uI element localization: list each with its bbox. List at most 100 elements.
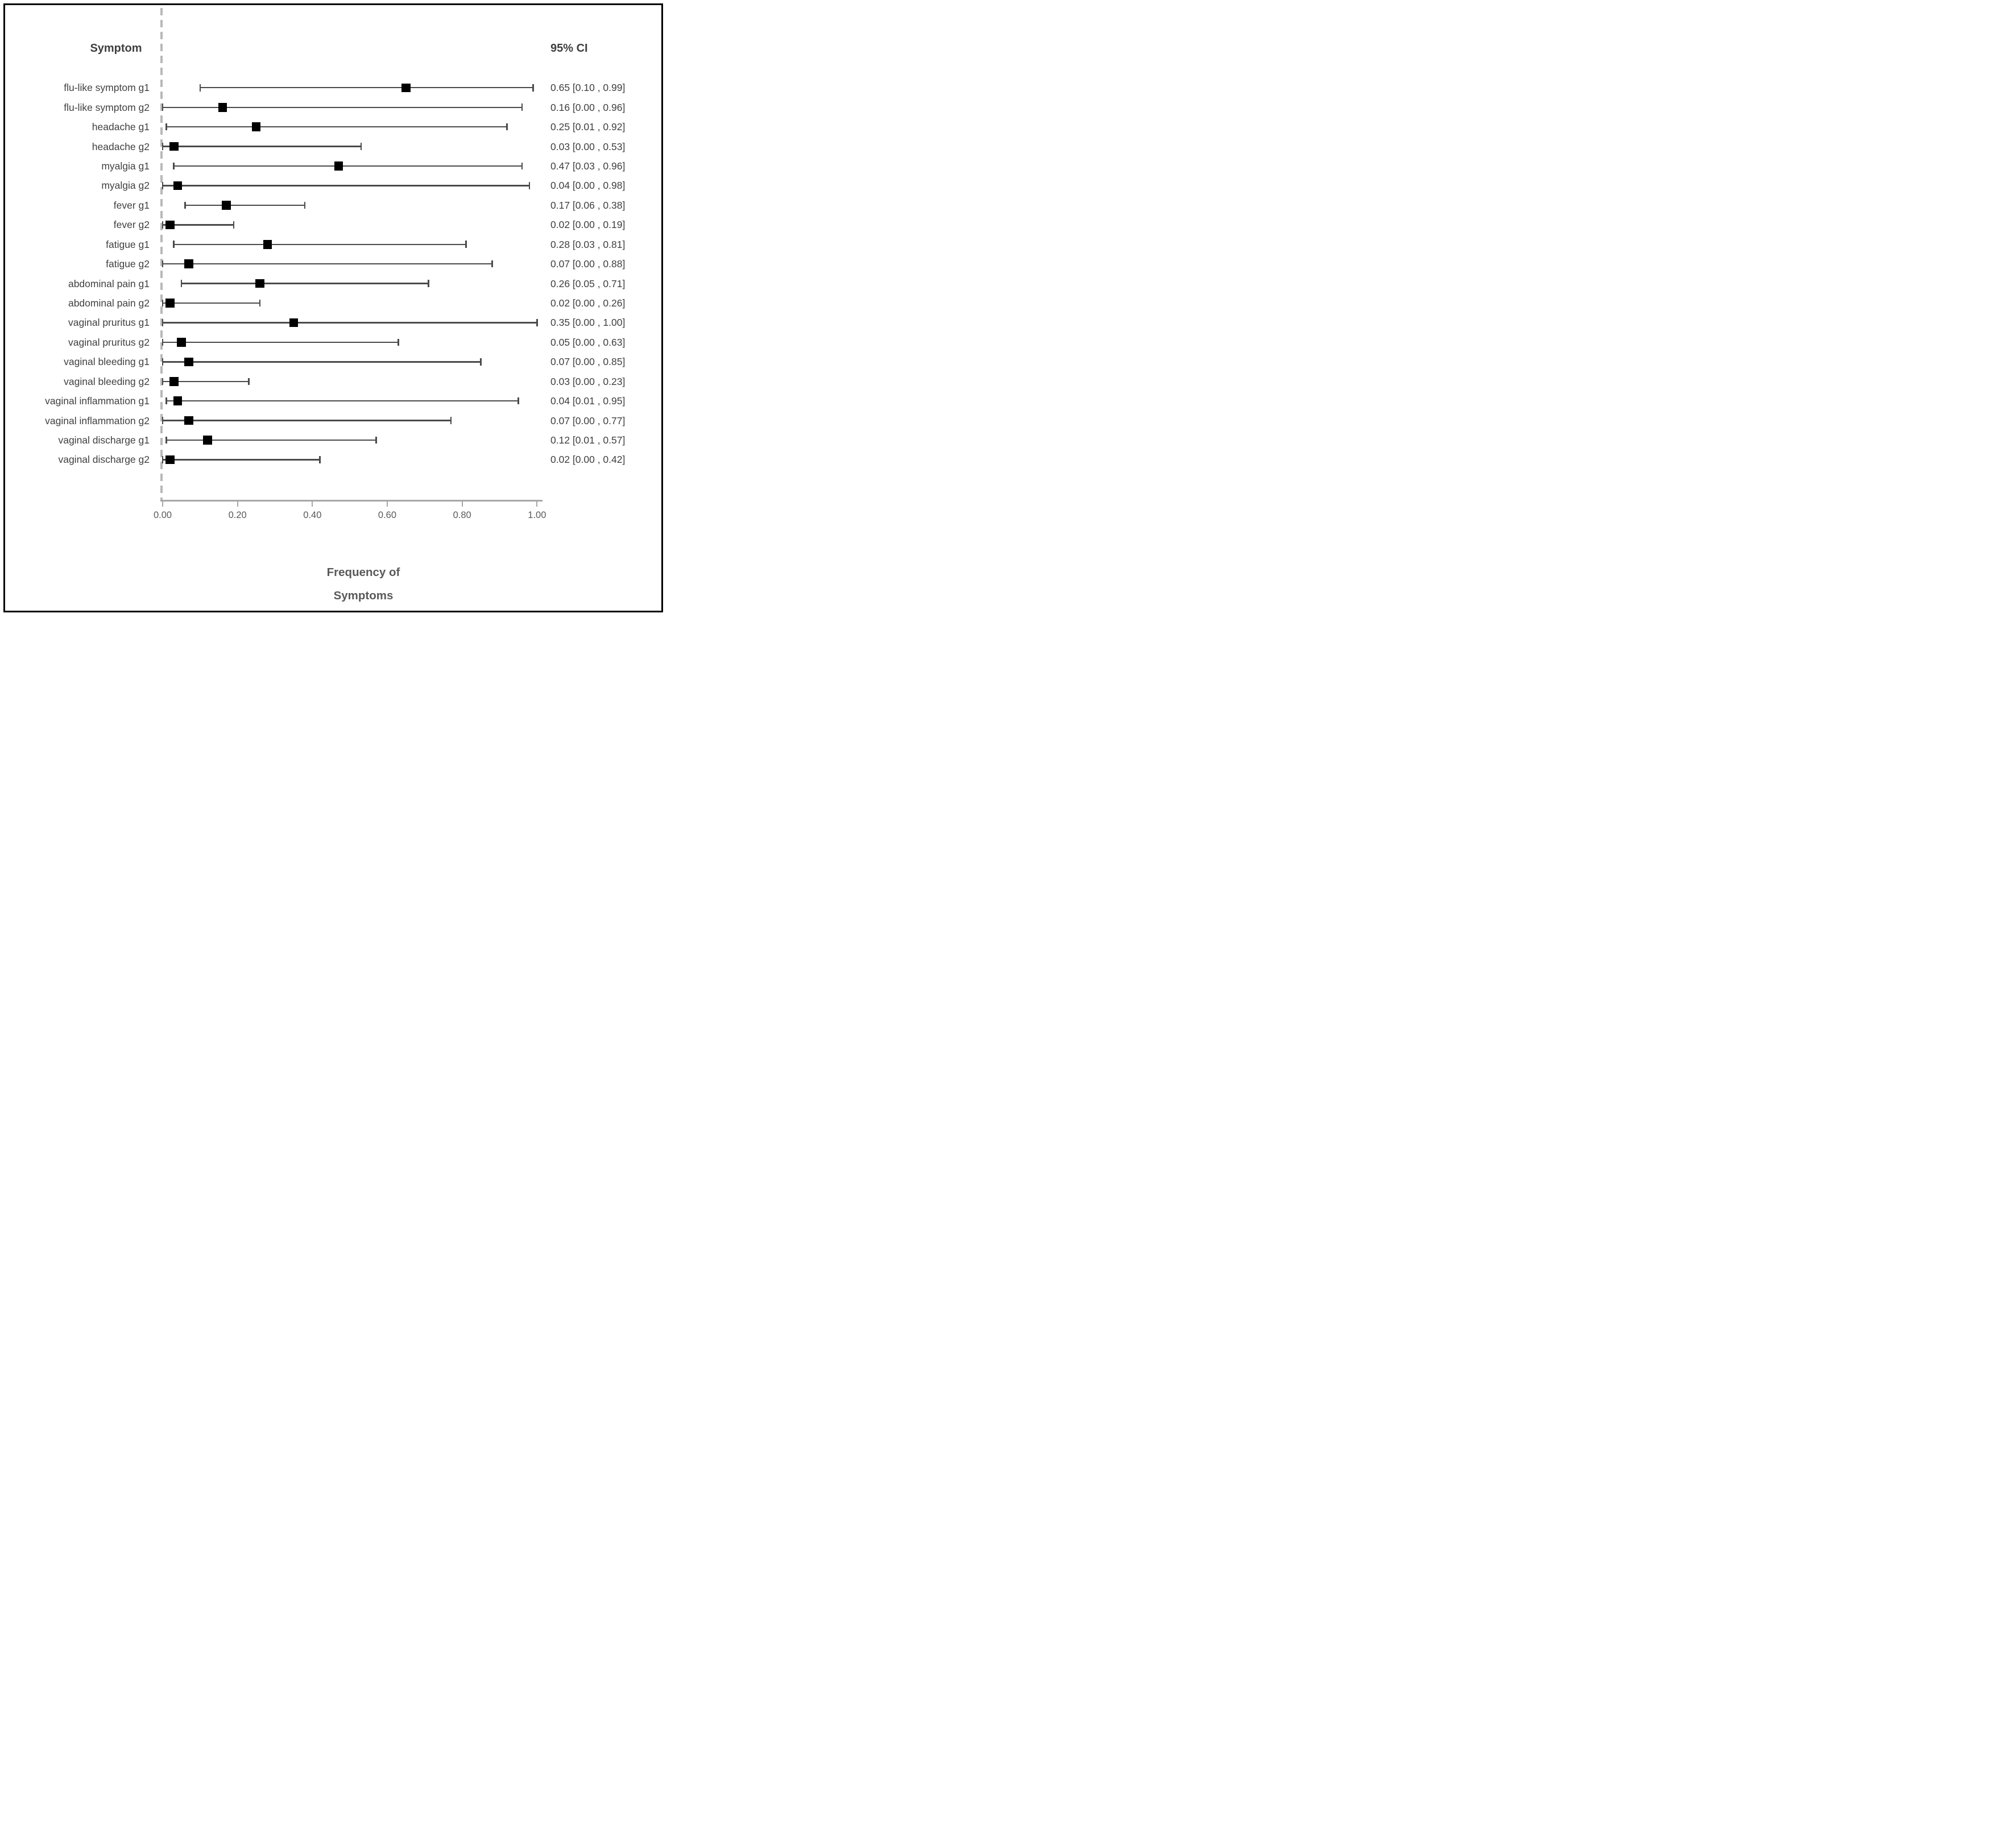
x-axis-tick-label: 0.60: [378, 510, 397, 521]
row-label: fever g1: [113, 199, 150, 211]
ci-whisker-cap-right: [450, 417, 452, 424]
point-estimate-marker: [222, 201, 231, 210]
ci-whisker-cap-right: [491, 260, 493, 268]
ci-value-text: 0.02 [0.00 , 0.42]: [550, 454, 626, 466]
point-estimate-marker: [184, 259, 193, 268]
x-axis-tick: [386, 501, 388, 507]
ci-whisker-cap-left: [165, 397, 167, 405]
ci-whisker: [163, 380, 249, 382]
ci-whisker-cap-right: [259, 299, 261, 307]
ci-whisker-cap-right: [248, 378, 250, 385]
ci-whisker: [200, 87, 533, 89]
ci-value-text: 0.03 [0.00 , 0.53]: [550, 140, 626, 152]
row-label: fever g2: [113, 219, 150, 231]
x-axis-title-line1: Frequency of: [326, 566, 400, 579]
row-label: abdominal pain g1: [68, 277, 150, 289]
ci-value-text: 0.25 [0.01 , 0.92]: [550, 121, 626, 133]
ci-whisker-cap-right: [532, 84, 535, 92]
ci-whisker-cap-right: [397, 338, 400, 346]
ci-whisker-cap-right: [521, 103, 523, 111]
row-label: vaginal inflammation g2: [45, 415, 150, 426]
row-label: flu-like symptom g2: [64, 101, 150, 113]
ci-whisker-cap-left: [162, 103, 164, 111]
ci-whisker-cap-left: [162, 319, 164, 326]
row-label: vaginal bleeding g2: [64, 375, 150, 387]
point-estimate-marker: [184, 416, 193, 425]
x-axis-tick: [162, 501, 164, 507]
x-axis-title-line2: Symptoms: [333, 589, 394, 602]
x-axis-line: [160, 500, 543, 502]
row-label: fatigue g1: [106, 238, 150, 250]
point-estimate-marker: [401, 83, 411, 93]
row-label: headache g1: [92, 121, 150, 133]
ci-value-text: 0.65 [0.10 , 0.99]: [550, 82, 626, 94]
ci-whisker-cap-left: [180, 280, 183, 287]
point-estimate-marker: [289, 318, 299, 328]
point-estimate-marker: [255, 279, 264, 288]
ci-whisker-cap-left: [162, 221, 164, 229]
x-axis-tick: [312, 501, 313, 507]
ci-whisker: [166, 126, 507, 128]
x-axis-tick-label: 1.00: [528, 510, 546, 521]
ci-whisker: [163, 459, 320, 461]
ci-whisker: [163, 420, 451, 421]
ci-value-text: 0.02 [0.00 , 0.19]: [550, 219, 626, 231]
point-estimate-marker: [251, 122, 261, 131]
row-label: vaginal pruritus g1: [68, 317, 150, 329]
ci-whisker: [163, 341, 399, 343]
ci-value-text: 0.28 [0.03 , 0.81]: [550, 238, 626, 250]
point-estimate-marker: [177, 338, 186, 347]
x-axis-tick-label: 0.20: [228, 510, 247, 521]
ci-whisker-cap-left: [162, 260, 164, 268]
ci-whisker: [163, 224, 234, 226]
ci-value-text: 0.47 [0.03 , 0.96]: [550, 160, 626, 172]
row-label: myalgia g2: [101, 180, 150, 192]
column-header-95ci: 95% CI: [550, 42, 588, 55]
point-estimate-marker: [203, 436, 212, 445]
point-estimate-marker: [165, 299, 175, 308]
point-estimate-marker: [173, 396, 183, 405]
ci-whisker-cap-right: [360, 143, 362, 150]
ci-whisker: [163, 322, 537, 324]
ci-whisker-cap-right: [521, 162, 523, 170]
row-label: vaginal pruritus g2: [68, 336, 150, 348]
ci-whisker-cap-right: [528, 182, 531, 189]
ci-whisker: [163, 263, 492, 265]
ci-whisker: [163, 146, 361, 147]
ci-value-text: 0.17 [0.06 , 0.38]: [550, 199, 626, 211]
x-axis-title: Frequency of Symptoms: [278, 561, 449, 607]
forest-plot-figure: Symptom 95% CI flu-like symptom g1 0.65 […: [0, 0, 666, 616]
point-estimate-marker: [184, 357, 193, 367]
x-axis-tick-label: 0.00: [153, 510, 172, 521]
ci-whisker-cap-left: [162, 338, 164, 346]
ci-whisker-cap-right: [304, 201, 306, 209]
ci-whisker-cap-right: [428, 280, 429, 287]
ci-whisker-cap-right: [319, 456, 321, 463]
row-label: vaginal discharge g1: [58, 434, 150, 446]
row-label: headache g2: [92, 140, 150, 152]
ci-whisker: [166, 439, 376, 441]
ci-value-text: 0.07 [0.00 , 0.88]: [550, 258, 626, 270]
ci-whisker-cap-left: [199, 84, 201, 92]
ci-whisker-cap-left: [173, 162, 175, 170]
ci-whisker-cap-left: [162, 143, 164, 150]
x-axis-tick-label: 0.80: [453, 510, 471, 521]
ci-whisker: [163, 302, 260, 304]
point-estimate-marker: [173, 181, 183, 190]
row-label: flu-like symptom g1: [64, 82, 150, 94]
point-estimate-marker: [165, 455, 175, 465]
x-axis-tick-label: 0.40: [303, 510, 322, 521]
x-axis-tick: [536, 501, 538, 507]
ci-value-text: 0.26 [0.05 , 0.71]: [550, 277, 626, 289]
ci-whisker-cap-left: [162, 182, 164, 189]
row-label: abdominal pain g2: [68, 297, 150, 309]
ci-whisker-cap-right: [480, 358, 482, 366]
ci-value-text: 0.07 [0.00 , 0.85]: [550, 356, 626, 368]
ci-whisker: [185, 204, 305, 206]
point-estimate-marker: [334, 161, 343, 171]
ci-whisker-cap-left: [173, 241, 175, 248]
ci-whisker: [163, 361, 481, 363]
ci-whisker: [163, 185, 530, 187]
point-estimate-marker: [263, 239, 272, 249]
ci-whisker: [173, 165, 522, 167]
